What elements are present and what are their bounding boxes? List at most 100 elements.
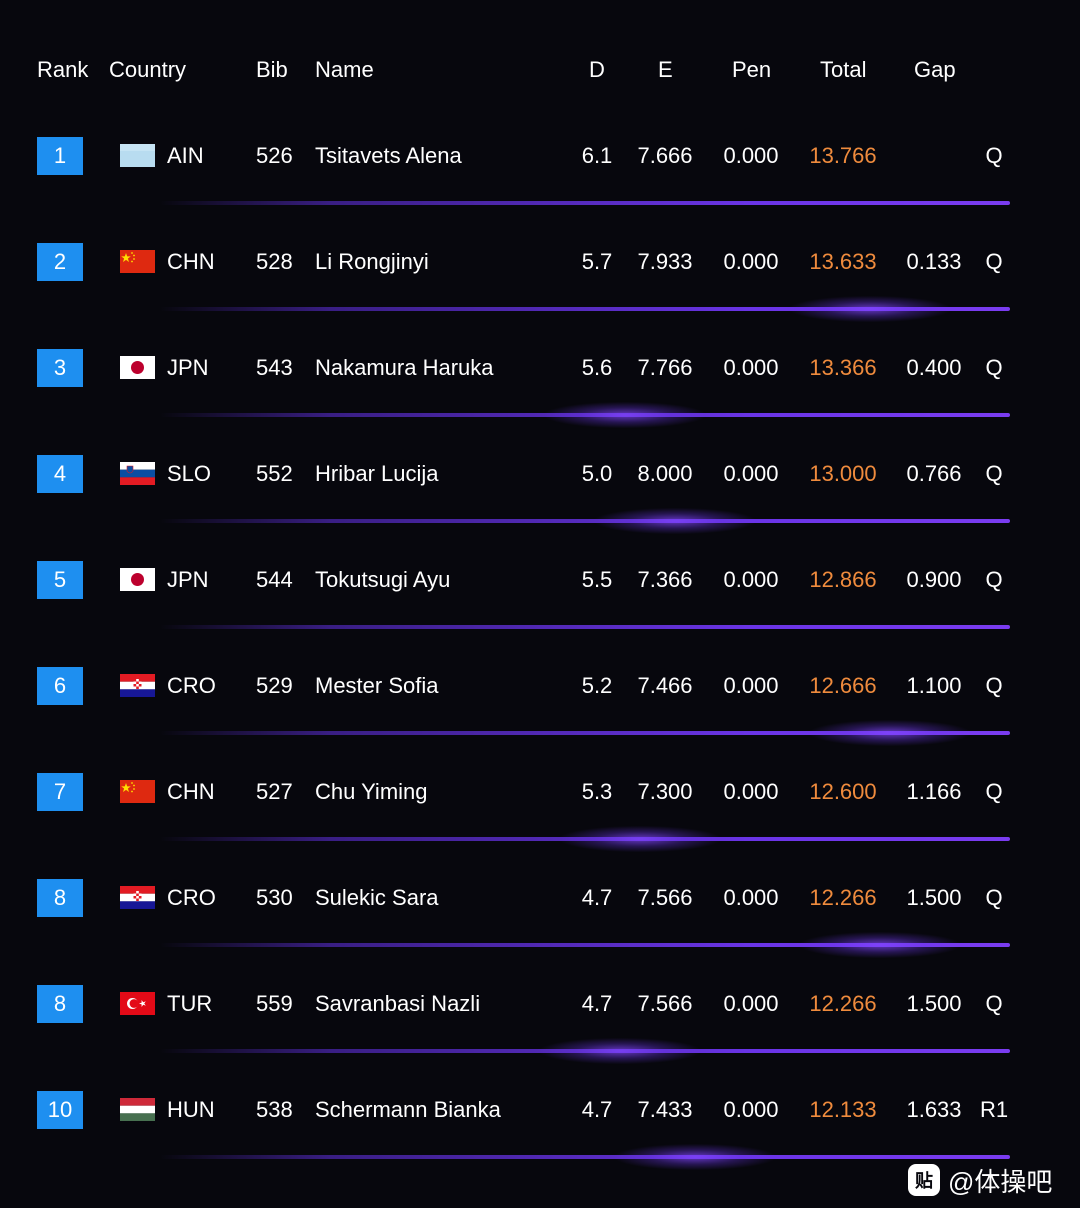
country-code: SLO xyxy=(167,461,212,486)
penalty: 0.000 xyxy=(723,249,779,274)
athlete-name: Nakamura Haruka xyxy=(315,355,494,380)
separator-glow xyxy=(540,1038,700,1064)
qualification-status: Q xyxy=(985,673,1003,698)
total-score: 12.666 xyxy=(809,673,877,698)
row-separator xyxy=(160,625,1010,629)
d-score: 5.6 xyxy=(581,355,613,380)
e-score: 7.566 xyxy=(637,885,693,910)
header-pen[interactable]: Pen xyxy=(732,57,772,82)
gap-value: 1.166 xyxy=(906,779,962,804)
qualification-status: Q xyxy=(985,991,1003,1016)
separator-glow xyxy=(800,932,960,958)
table-row[interactable]: 3 JPN 543 Nakamura Haruka 5.6 7.766 0.000 13.36… xyxy=(0,330,1080,436)
gap-value: 0.900 xyxy=(906,567,962,592)
total-score: 12.600 xyxy=(809,779,877,804)
row-separator xyxy=(160,519,1010,523)
rank-badge: 1 xyxy=(37,137,83,175)
table-row[interactable]: 6 CRO 529 Mester Sofia 5.2 7.466 0.000 12.666 1.… xyxy=(0,648,1080,754)
tur-flag-icon xyxy=(120,992,155,1015)
penalty: 0.000 xyxy=(723,461,779,486)
total-score: 13.000 xyxy=(809,461,877,486)
row-separator xyxy=(160,201,1010,205)
total-score: 13.366 xyxy=(809,355,877,380)
cro-flag-icon xyxy=(120,886,155,909)
rank-badge: 4 xyxy=(37,455,83,493)
table-row[interactable]: 5 JPN 544 Tokutsugi Ayu 5.5 7.366 0.000 12.866 0… xyxy=(0,542,1080,648)
watermark: 贴 @体操吧 xyxy=(908,1160,1052,1200)
table-row[interactable]: 7 CHN 527 Chu Yiming 5.3 7.300 0.000 12.600 1.16… xyxy=(0,754,1080,860)
table-row[interactable]: 8 CRO 530 Sulekic Sara 4.7 7.566 0.000 12.266 1.… xyxy=(0,860,1080,966)
separator-glow xyxy=(810,720,970,746)
country-code: CHN xyxy=(167,779,215,804)
rank-badge: 8 xyxy=(37,879,83,917)
chn-flag-icon xyxy=(120,780,155,803)
rank-badge: 8 xyxy=(37,985,83,1023)
qualification-status: Q xyxy=(985,567,1003,592)
athlete-name: Hribar Lucija xyxy=(315,461,439,486)
penalty: 0.000 xyxy=(723,991,779,1016)
e-score: 7.433 xyxy=(637,1097,693,1122)
rank-badge: 7 xyxy=(37,773,83,811)
athlete-name: Chu Yiming xyxy=(315,779,428,804)
qualification-status: Q xyxy=(985,249,1003,274)
penalty: 0.000 xyxy=(723,779,779,804)
bib-number: 543 xyxy=(256,355,293,380)
total-score: 13.633 xyxy=(809,249,877,274)
rank-badge: 3 xyxy=(37,349,83,387)
row-separator xyxy=(160,1155,1010,1159)
jpn-flag-icon xyxy=(120,356,155,379)
header-rank[interactable]: Rank xyxy=(37,57,89,82)
total-score: 12.266 xyxy=(809,991,877,1016)
table-header: Rank Country Bib Name D E Pen Total Gap xyxy=(0,0,1080,140)
gap-value: 1.500 xyxy=(906,991,962,1016)
d-score: 6.1 xyxy=(581,143,613,168)
cro-flag-icon xyxy=(120,674,155,697)
table-row[interactable]: 2 CHN 528 Li Rongjinyi 5.7 7.933 0.000 13.633 0.… xyxy=(0,224,1080,330)
qualification-status: Q xyxy=(985,461,1003,486)
gap-value: 1.633 xyxy=(906,1097,962,1122)
bib-number: 538 xyxy=(256,1097,293,1122)
header-total[interactable]: Total xyxy=(820,57,867,82)
header-name[interactable]: Name xyxy=(315,57,374,82)
penalty: 0.000 xyxy=(723,143,779,168)
total-score: 13.766 xyxy=(809,143,877,168)
gap-value: 0.766 xyxy=(906,461,962,486)
row-separator xyxy=(160,731,1010,735)
e-score: 7.933 xyxy=(637,249,693,274)
ain-flag-icon xyxy=(120,144,155,167)
table-row[interactable]: 8 TUR 559 Savranbasi Nazli 4.7 7.566 0.000 12.2… xyxy=(0,966,1080,1072)
athlete-name: Mester Sofia xyxy=(315,673,439,698)
header-d[interactable]: D xyxy=(589,57,605,82)
d-score: 4.7 xyxy=(581,991,613,1016)
d-score: 5.7 xyxy=(581,249,613,274)
e-score: 8.000 xyxy=(637,461,693,486)
table-row[interactable]: 1 AIN 526 Tsitavets Alena 6.1 7.666 0.000 13.76… xyxy=(0,118,1080,224)
rank-badge: 10 xyxy=(37,1091,83,1129)
country-code: JPN xyxy=(167,355,209,380)
athlete-name: Savranbasi Nazli xyxy=(315,991,481,1016)
separator-glow xyxy=(790,296,950,322)
gap-value: 0.400 xyxy=(906,355,962,380)
header-e[interactable]: E xyxy=(658,57,673,82)
gap-value: 0.133 xyxy=(906,249,962,274)
qualification-status: Q xyxy=(985,779,1003,804)
table-row[interactable]: 4 SLO 552 Hribar Lucija 5.0 8.000 0.000 13.000 0… xyxy=(0,436,1080,542)
chn-flag-icon xyxy=(120,250,155,273)
header-country[interactable]: Country xyxy=(109,57,187,82)
d-score: 5.0 xyxy=(581,461,613,486)
country-code: TUR xyxy=(167,991,213,1016)
header-bib[interactable]: Bib xyxy=(256,57,288,82)
athlete-name: Sulekic Sara xyxy=(315,885,439,910)
separator-glow xyxy=(545,402,705,428)
country-code: HUN xyxy=(167,1097,215,1122)
watermark-text: @体操吧 xyxy=(948,1166,1053,1197)
header-gap[interactable]: Gap xyxy=(914,57,956,82)
d-score: 5.2 xyxy=(581,673,613,698)
penalty: 0.000 xyxy=(723,355,779,380)
country-code: AIN xyxy=(167,143,204,168)
row-separator xyxy=(160,307,1010,311)
penalty: 0.000 xyxy=(723,673,779,698)
table-row[interactable]: 10 HUN 538 Schermann Bianka 4.7 7.433 0.000 12.… xyxy=(0,1072,1080,1178)
rank-badge: 5 xyxy=(37,561,83,599)
bib-number: 529 xyxy=(256,673,293,698)
